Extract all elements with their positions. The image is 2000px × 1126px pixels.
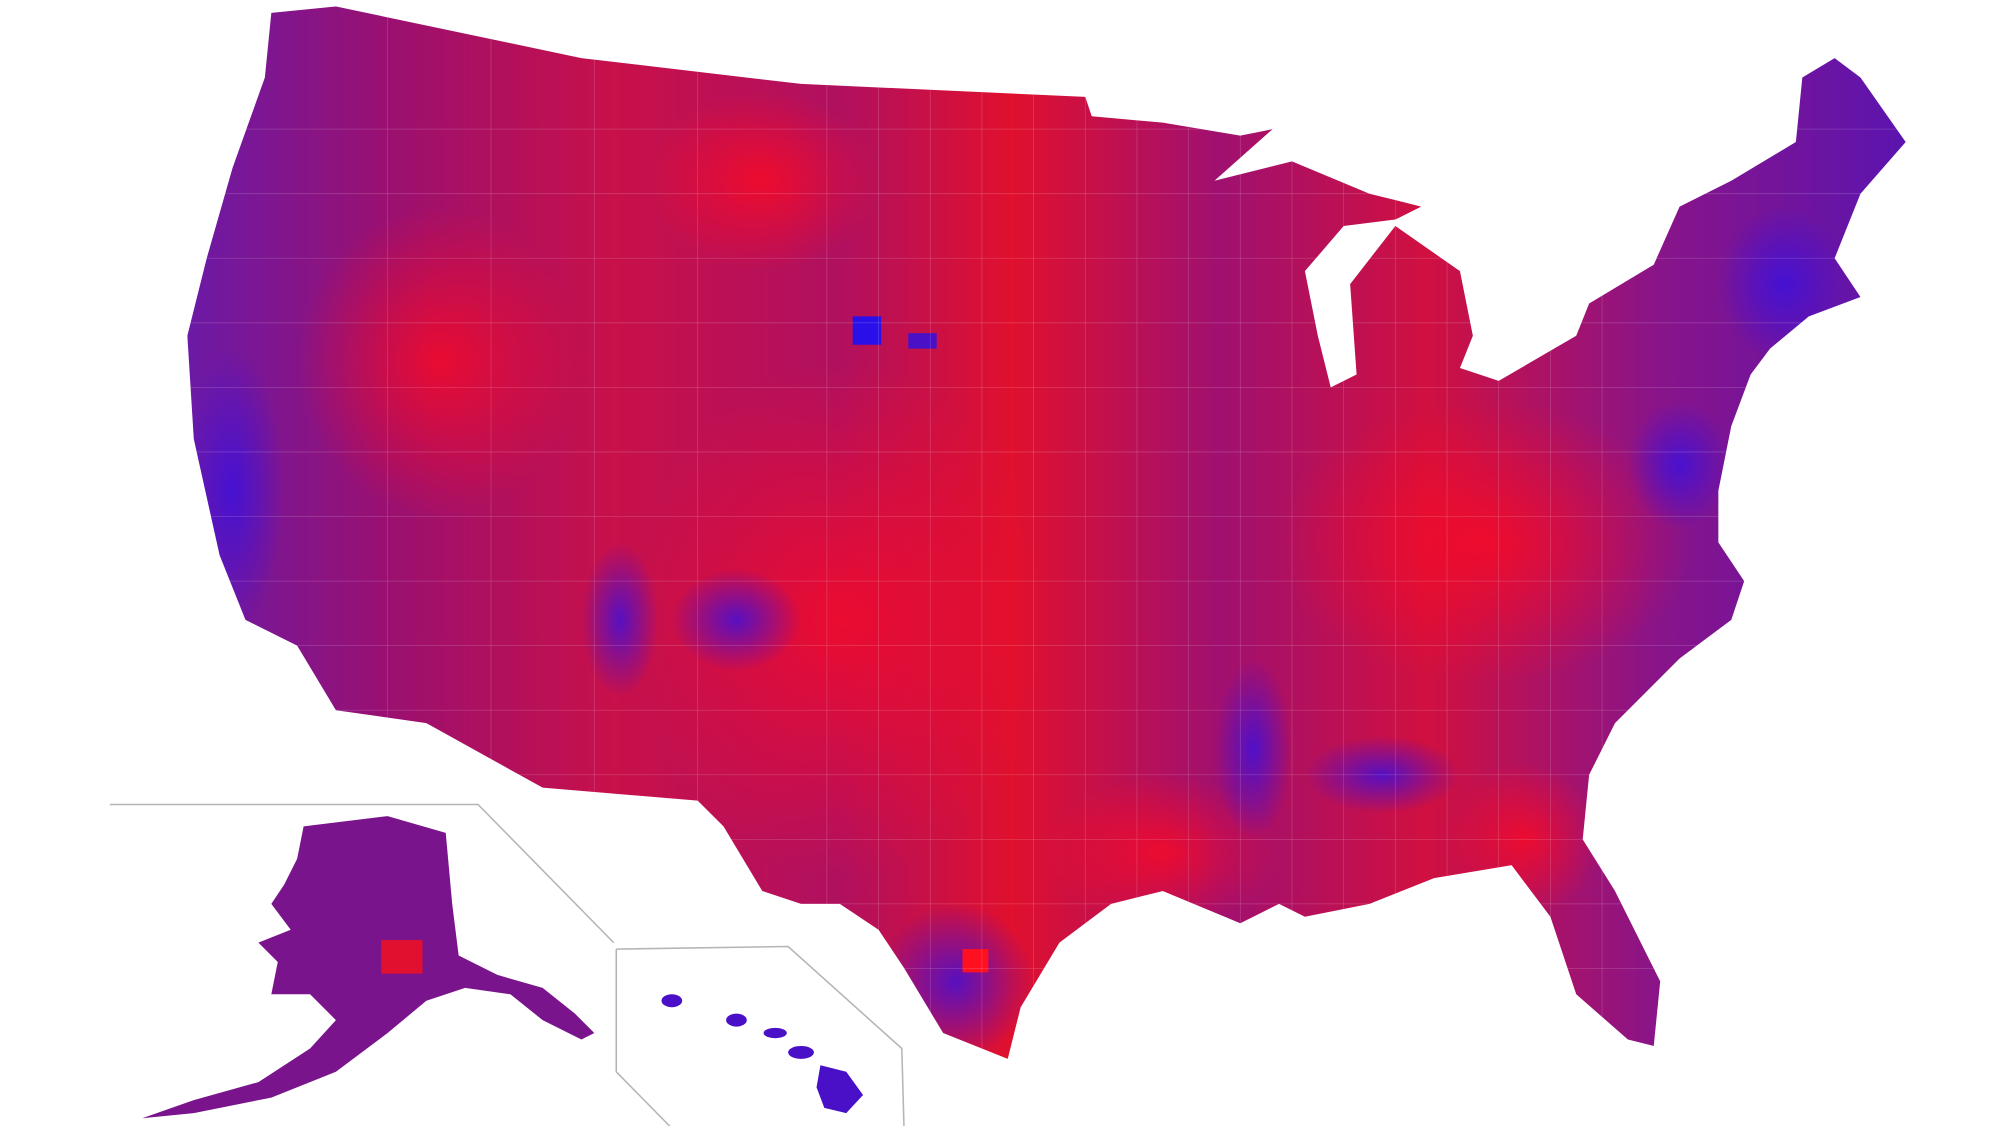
region-shade bbox=[1214, 658, 1292, 840]
island bbox=[816, 1065, 864, 1114]
region-shade bbox=[1304, 736, 1460, 814]
inset-border bbox=[615, 949, 671, 1126]
county bbox=[381, 940, 423, 974]
alaska bbox=[142, 816, 595, 1119]
region-shade bbox=[633, 361, 1047, 879]
region-shade bbox=[581, 542, 659, 698]
county-lines bbox=[387, 6, 1603, 1059]
region-shade bbox=[1718, 206, 1848, 362]
island bbox=[788, 1045, 814, 1059]
inset-border bbox=[616, 945, 905, 1126]
county bbox=[852, 316, 882, 345]
county bbox=[962, 949, 989, 973]
inset-border bbox=[109, 803, 615, 944]
hawaii bbox=[661, 994, 864, 1114]
county-borders bbox=[187, 6, 1906, 1059]
region-shade bbox=[1279, 400, 1693, 685]
region-shade bbox=[187, 348, 285, 633]
county-lines bbox=[187, 128, 1906, 969]
region-shade bbox=[1046, 774, 1280, 930]
alaska-shape bbox=[142, 816, 595, 1119]
region-shade bbox=[878, 903, 1034, 1059]
island bbox=[726, 1013, 747, 1027]
inset-frames bbox=[109, 803, 905, 1126]
island bbox=[661, 994, 683, 1008]
island bbox=[763, 1027, 787, 1039]
region-shade bbox=[645, 90, 879, 272]
region-shade bbox=[1627, 400, 1732, 530]
region-shade bbox=[671, 568, 802, 672]
region-shade bbox=[297, 206, 582, 517]
county bbox=[908, 333, 937, 349]
